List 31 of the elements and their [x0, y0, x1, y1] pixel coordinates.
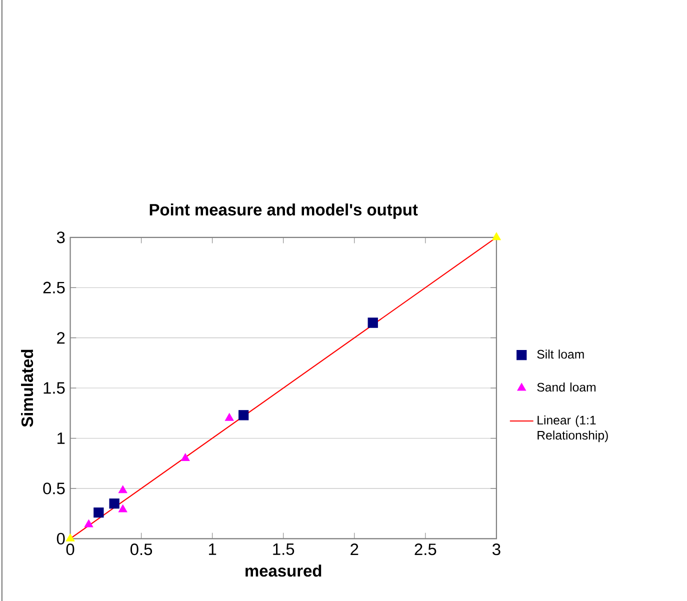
y-tick-label: 1.5 — [44, 382, 65, 394]
x-tick-label: 0.5 — [130, 543, 152, 556]
legend-label: Linear (1:1 Relationship) — [538, 415, 608, 442]
legend-label: Sand loam — [537, 382, 596, 392]
x-tick-label: 1 — [208, 543, 216, 555]
x-tick-label: 0 — [66, 543, 74, 556]
y-tick-label: 2 — [57, 332, 65, 344]
point — [492, 232, 501, 240]
point — [238, 410, 249, 420]
x-tick-label: 2 — [350, 543, 358, 555]
x-tick-label: 1.5 — [273, 543, 294, 555]
point — [180, 453, 190, 461]
point — [94, 507, 104, 518]
legend-label: Silt loam — [537, 350, 584, 359]
point — [109, 498, 120, 509]
point — [118, 504, 128, 512]
y-tick-label: 0 — [56, 532, 65, 544]
y-tick-label: 1 — [58, 432, 65, 444]
chart-title: Point measure and model's output — [150, 203, 418, 219]
y-tick-label: 3 — [56, 232, 65, 244]
point — [118, 485, 128, 494]
point — [84, 519, 94, 528]
point — [66, 534, 75, 542]
point — [224, 413, 234, 421]
x-tick-label: 3 — [492, 543, 500, 556]
point — [368, 318, 378, 328]
y-axis-title: Simulated — [21, 350, 34, 427]
x-tick-label: 2.5 — [414, 543, 436, 556]
x-axis-title: measured — [246, 564, 322, 577]
y-tick-label: 0.5 — [43, 482, 65, 494]
y-tick-label: 2.5 — [43, 282, 65, 294]
